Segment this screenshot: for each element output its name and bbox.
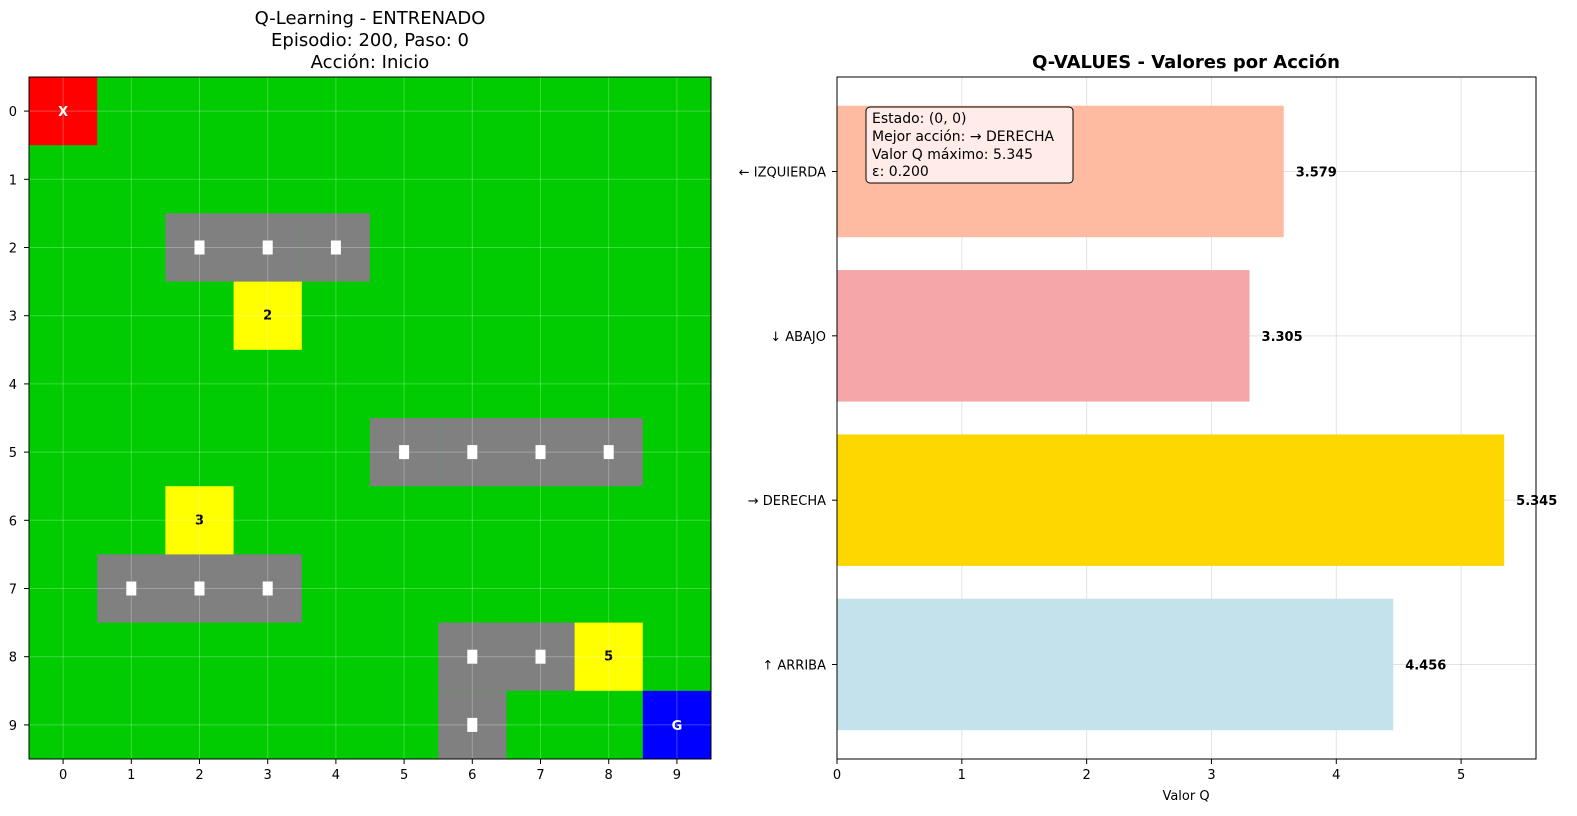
x-tick-label: 9 [673, 768, 681, 783]
chart-axis-ticks: 0 1 2 3 4 5 ← IZQUIERDA ↓ ABAJO → DERECHA ↑ ARRIB… [739, 165, 1466, 783]
bar-value-label: 5.345 [1516, 494, 1557, 509]
road-marker [535, 445, 546, 460]
info-box: Estado: (0, 0) Mejor acción: → DERECHA V… [865, 106, 1074, 184]
y-tick-label: 8 [9, 651, 17, 666]
road-marker [399, 445, 410, 460]
q-value-bar [837, 434, 1505, 566]
y-tick-label: 9 [9, 719, 17, 734]
chart-x-tick-label: 4 [1332, 768, 1340, 783]
q-value-bar [837, 270, 1250, 402]
y-tick-label: 7 [9, 583, 17, 598]
grid-lines [29, 77, 711, 759]
x-tick-label: 1 [127, 768, 135, 783]
chart-category-label: → DERECHA [748, 494, 826, 509]
road-marker [467, 649, 478, 664]
bonus-label: 3 [195, 513, 204, 528]
chart-category-label: ← IZQUIERDA [739, 165, 826, 180]
road-marker [467, 717, 478, 732]
chart-x-tick-label: 2 [1083, 768, 1091, 783]
road-marker [262, 581, 273, 596]
info-box-frame [865, 106, 1074, 184]
y-tick-label: 2 [9, 242, 17, 257]
road-marker [603, 445, 614, 460]
q-value-bar [837, 598, 1394, 731]
grid-title-line-2: Episodio: 200, Paso: 0 [271, 30, 469, 51]
info-box-line-1: Estado: (0, 0) [872, 111, 966, 127]
x-tick-label: 6 [468, 768, 476, 783]
road-marker [535, 649, 546, 664]
road-marker [194, 581, 205, 596]
road-marker [126, 581, 137, 596]
bonus-cell [574, 622, 643, 691]
chart-x-tick-label: 1 [958, 768, 966, 783]
x-tick-label: 2 [195, 768, 203, 783]
y-tick-label: 4 [9, 378, 17, 393]
x-tick-label: 7 [536, 768, 544, 783]
road-marker [262, 240, 273, 255]
bar-value-label: 4.456 [1405, 659, 1446, 674]
y-tick-label: 6 [9, 514, 17, 529]
x-tick-label: 0 [59, 768, 67, 783]
grid-title-line-3: Acción: Inicio [311, 52, 430, 73]
chart-title: Q-VALUES - Valores por Acción [1032, 52, 1340, 73]
y-tick-label: 5 [9, 446, 17, 461]
bar-value-label: 3.305 [1262, 330, 1303, 345]
agent-label: X [58, 105, 68, 120]
x-tick-label: 3 [264, 768, 272, 783]
road-marker [467, 445, 478, 460]
grid-frame [28, 76, 712, 760]
grid-title-line-1: Q-Learning - ENTRENADO [255, 8, 486, 29]
chart-x-tick-label: 0 [833, 768, 841, 783]
bonus-label: 2 [263, 309, 272, 324]
y-tick-label: 1 [9, 173, 17, 188]
x-tick-label: 4 [332, 768, 340, 783]
chart-x-tick-label: 5 [1457, 768, 1465, 783]
chart-bars: 3.579 3.305 5.345 4.456 [837, 105, 1557, 731]
grid-world-panel: Q-Learning - ENTRENADO Episodio: 200, Pa… [9, 8, 712, 783]
bonus-cell [233, 281, 302, 350]
chart-category-label: ↑ ARRIBA [762, 659, 826, 674]
grid-cells: 2 3 5 X G [29, 77, 711, 759]
bonus-cell [165, 486, 234, 555]
bonus-label: 5 [604, 650, 613, 665]
road-marker [194, 240, 205, 255]
chart-x-tick-label: 3 [1207, 768, 1215, 783]
info-box-line-2: Mejor acción: → DERECHA [872, 129, 1055, 145]
goal-cell [642, 690, 711, 759]
road-marker [330, 240, 341, 255]
info-box-line-4: ε: 0.200 [872, 164, 929, 180]
chart-frame [836, 76, 1537, 760]
grid-axis-ticks: 0 0 1 1 2 2 3 3 4 4 5 5 6 6 7 7 8 8 9 9 [9, 105, 681, 783]
info-box-line-3: Valor Q máximo: 5.345 [872, 147, 1033, 163]
x-axis-label: Valor Q [1162, 789, 1209, 804]
bar-value-label: 3.579 [1296, 165, 1337, 180]
q-values-chart: Q-VALUES - Valores por Acción 3.579 3.305… [739, 52, 1558, 804]
goal-label: G [672, 719, 683, 734]
x-tick-label: 5 [400, 768, 408, 783]
y-tick-label: 3 [9, 310, 17, 325]
x-tick-label: 8 [605, 768, 613, 783]
chart-category-label: ↓ ABAJO [770, 330, 826, 345]
y-tick-label: 0 [9, 105, 17, 120]
agent-cell [29, 77, 98, 146]
